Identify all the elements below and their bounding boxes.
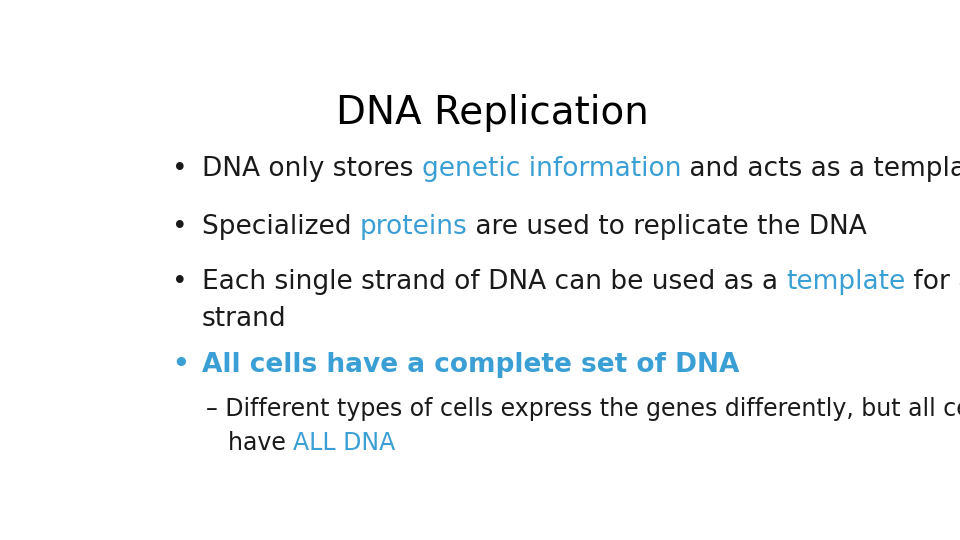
Text: genetic information: genetic information — [421, 156, 681, 183]
Text: for a new: for a new — [905, 268, 960, 294]
Text: strand: strand — [202, 306, 286, 332]
Text: template: template — [786, 268, 905, 294]
Text: are used to replicate the DNA: are used to replicate the DNA — [468, 214, 867, 240]
Text: •: • — [172, 352, 189, 377]
Text: ALL DNA: ALL DNA — [293, 431, 396, 455]
Text: have: have — [228, 431, 293, 455]
Text: Specialized: Specialized — [202, 214, 360, 240]
Text: DNA Replication: DNA Replication — [336, 94, 648, 132]
Text: proteins: proteins — [360, 214, 468, 240]
Text: and acts as a template;: and acts as a template; — [681, 156, 960, 183]
Text: All cells have a complete set of DNA: All cells have a complete set of DNA — [202, 352, 739, 377]
Text: DNA only stores: DNA only stores — [202, 156, 421, 183]
Text: •: • — [172, 156, 188, 183]
Text: Each single strand of DNA can be used as a: Each single strand of DNA can be used as… — [202, 268, 786, 294]
Text: •: • — [172, 214, 188, 240]
Text: – Different types of cells express the genes differently, but all cells still: – Different types of cells express the g… — [205, 397, 960, 421]
Text: •: • — [172, 268, 188, 294]
